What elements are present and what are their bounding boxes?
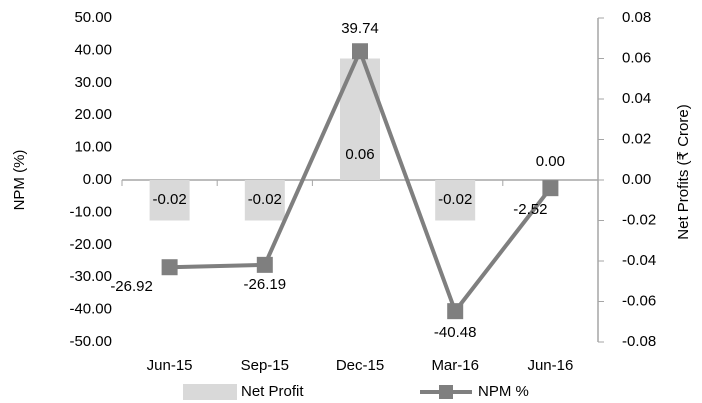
legend-label: NPM % bbox=[478, 383, 529, 400]
legend-swatch bbox=[439, 385, 453, 399]
marker bbox=[542, 180, 559, 197]
y2-tick-label: -0.06 bbox=[622, 292, 656, 309]
y2-tick-label: 0.06 bbox=[622, 49, 651, 66]
y2-tick-label: 0.00 bbox=[622, 171, 651, 188]
bar bbox=[435, 180, 476, 221]
y-tick-label: -10.00 bbox=[69, 203, 112, 220]
y-tick-label: 50.00 bbox=[74, 9, 112, 26]
y2-tick-label: -0.04 bbox=[622, 252, 656, 269]
y-tick-label: 30.00 bbox=[74, 74, 112, 91]
bar-value-label: -0.02 bbox=[438, 191, 472, 208]
y2-axis-label: Net Profits (₹ Crore) bbox=[675, 104, 692, 239]
bar-value-label: -0.02 bbox=[248, 191, 282, 208]
y-tick-label: -30.00 bbox=[69, 268, 112, 285]
y-tick-label: -40.00 bbox=[69, 301, 112, 318]
line-value-label: -26.19 bbox=[244, 276, 287, 293]
line-value-label: -2.52 bbox=[513, 201, 547, 218]
x-tick-label: Jun-16 bbox=[527, 357, 573, 374]
y-tick-label: 10.00 bbox=[74, 139, 112, 156]
x-tick-label: Dec-15 bbox=[336, 357, 384, 374]
x-tick-label: Jun-15 bbox=[147, 357, 193, 374]
marker bbox=[256, 256, 273, 273]
marker bbox=[352, 43, 368, 60]
x-tick-label: Mar-16 bbox=[431, 357, 479, 374]
y2-tick-label: 0.08 bbox=[622, 9, 651, 26]
legend-swatch bbox=[183, 384, 237, 400]
y-tick-label: 20.00 bbox=[74, 106, 112, 123]
bar-value-label: 0.06 bbox=[345, 146, 374, 163]
line-value-label: 39.74 bbox=[341, 20, 379, 37]
y2-tick-label: 0.02 bbox=[622, 130, 651, 147]
x-tick-label: Sep-15 bbox=[241, 357, 289, 374]
line-value-label: -40.48 bbox=[434, 324, 477, 341]
y-tick-label: 0.00 bbox=[83, 171, 112, 188]
y-tick-label: -50.00 bbox=[69, 333, 112, 350]
bar bbox=[149, 180, 190, 221]
bar-value-label: -0.02 bbox=[152, 191, 186, 208]
line-value-label: -26.92 bbox=[110, 278, 153, 295]
y2-tick-label: 0.04 bbox=[622, 90, 651, 107]
marker bbox=[447, 303, 464, 320]
y2-tick-label: -0.02 bbox=[622, 211, 656, 228]
y-tick-label: 40.00 bbox=[74, 41, 112, 58]
bar bbox=[244, 180, 285, 221]
marker bbox=[161, 259, 178, 276]
bar-value-label: 0.00 bbox=[536, 153, 565, 170]
legend-label: Net Profit bbox=[241, 383, 304, 400]
y2-tick-label: -0.08 bbox=[622, 333, 656, 350]
y-axis-label: NPM (%) bbox=[11, 150, 28, 211]
y-tick-label: -20.00 bbox=[69, 236, 112, 253]
